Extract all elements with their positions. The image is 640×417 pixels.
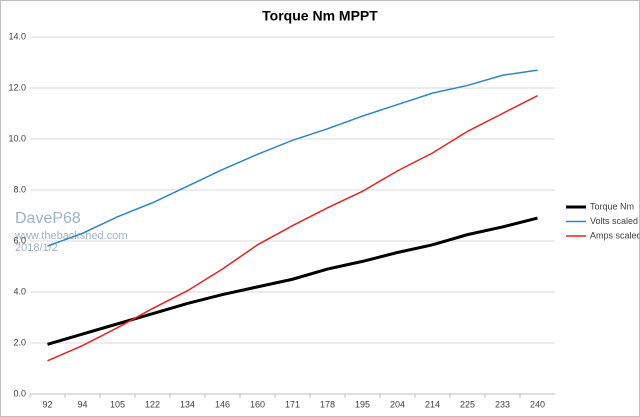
x-tick-label: 160 <box>250 399 265 409</box>
watermark: DaveP68 <box>15 210 81 227</box>
x-tick-label: 195 <box>355 399 370 409</box>
x-tick-label: 146 <box>215 399 230 409</box>
x-tick-label: 225 <box>460 399 475 409</box>
x-tick-label: 134 <box>180 399 195 409</box>
y-tick-label: 8.0 <box>13 184 26 194</box>
y-tick-label: 6.0 <box>13 235 26 245</box>
x-tick-label: 178 <box>320 399 335 409</box>
legend-label: Torque Nm <box>590 201 634 211</box>
y-tick-label: 12.0 <box>8 82 26 92</box>
x-tick-label: 240 <box>530 399 545 409</box>
chart-title: Torque Nm MPPT <box>262 8 378 24</box>
watermark: 2018/1/2 <box>15 242 58 254</box>
y-tick-label: 2.0 <box>13 337 26 347</box>
legend-label: Amps scaled <box>590 230 640 240</box>
watermark: www.thebackshed.com <box>14 230 128 242</box>
line-series <box>47 94 538 362</box>
x-tick-label: 204 <box>390 399 405 409</box>
x-tick-label: 105 <box>110 399 125 409</box>
y-tick-label: 0.0 <box>13 388 26 398</box>
x-tick-label: 94 <box>77 399 87 409</box>
y-tick-label: 10.0 <box>8 133 26 143</box>
x-tick-label: 92 <box>42 399 52 409</box>
line-series <box>47 69 538 247</box>
x-tick-label: 122 <box>145 399 160 409</box>
x-tick-label: 233 <box>495 399 510 409</box>
y-tick-label: 4.0 <box>13 286 26 296</box>
x-tick-label: 214 <box>425 399 440 409</box>
legend-label: Volts scaled <box>590 216 638 226</box>
x-tick-label: 171 <box>285 399 300 409</box>
y-tick-label: 14.0 <box>8 31 26 41</box>
